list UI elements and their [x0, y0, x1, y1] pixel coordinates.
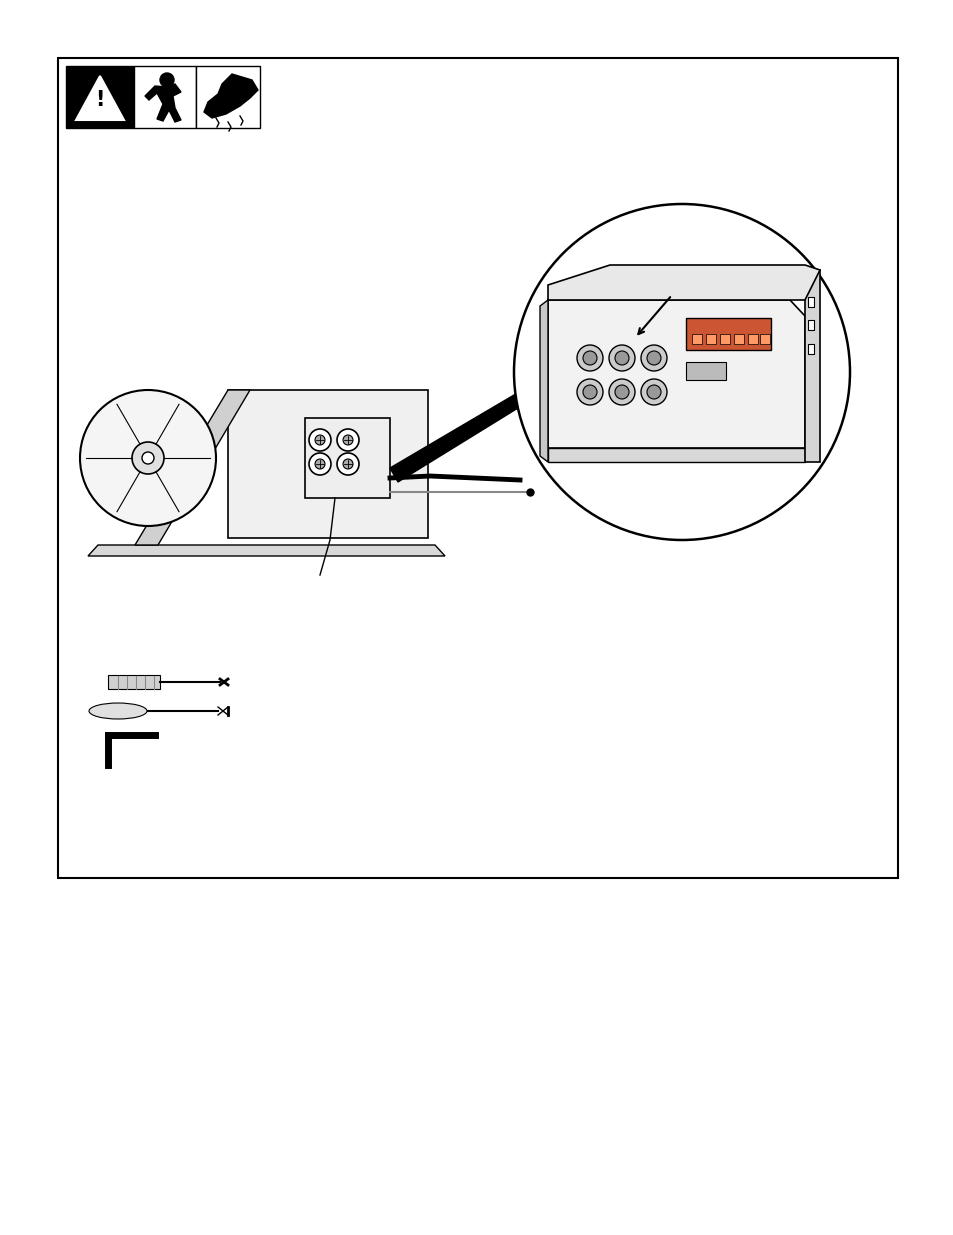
Polygon shape [804, 270, 820, 462]
Circle shape [646, 385, 660, 399]
Bar [760, 333, 769, 345]
Circle shape [343, 459, 353, 469]
Circle shape [314, 435, 325, 445]
Polygon shape [539, 300, 547, 462]
Bar [685, 362, 725, 380]
Bar [807, 296, 813, 308]
Polygon shape [76, 77, 124, 120]
Circle shape [142, 452, 153, 464]
Bar [305, 417, 390, 498]
Circle shape [336, 453, 358, 475]
Circle shape [309, 453, 331, 475]
Circle shape [582, 385, 597, 399]
Circle shape [615, 385, 628, 399]
Polygon shape [145, 84, 181, 122]
Bar [228, 390, 428, 538]
Bar [58, 58, 897, 878]
Circle shape [608, 345, 635, 370]
Circle shape [309, 429, 331, 451]
Circle shape [514, 204, 849, 540]
Circle shape [336, 429, 358, 451]
Bar [720, 333, 729, 345]
Circle shape [640, 379, 666, 405]
Bar [685, 317, 770, 350]
Circle shape [640, 345, 666, 370]
Ellipse shape [89, 703, 147, 719]
Circle shape [314, 459, 325, 469]
Polygon shape [547, 448, 804, 462]
Polygon shape [88, 545, 444, 556]
Circle shape [577, 345, 602, 370]
Bar [133, 65, 195, 128]
Circle shape [132, 442, 164, 474]
Bar [705, 333, 716, 345]
Polygon shape [204, 74, 257, 119]
Polygon shape [547, 300, 804, 448]
Circle shape [577, 379, 602, 405]
Bar [747, 333, 758, 345]
Bar [195, 65, 260, 128]
Bar [733, 333, 743, 345]
Polygon shape [390, 375, 547, 482]
Circle shape [80, 390, 215, 526]
Bar [691, 333, 701, 345]
Bar [108, 676, 160, 689]
Circle shape [343, 435, 353, 445]
Circle shape [582, 351, 597, 366]
Circle shape [160, 73, 173, 86]
Polygon shape [135, 390, 250, 545]
Text: !: ! [95, 90, 105, 110]
Bar [66, 65, 133, 128]
Bar [807, 320, 813, 330]
Polygon shape [547, 266, 820, 300]
Circle shape [646, 351, 660, 366]
Circle shape [608, 379, 635, 405]
Bar [807, 345, 813, 354]
Circle shape [615, 351, 628, 366]
